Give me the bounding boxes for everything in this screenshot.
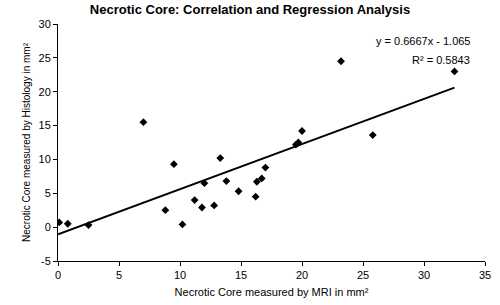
svg-text:20: 20 <box>39 86 51 98</box>
svg-text:35: 35 <box>479 269 491 281</box>
svg-text:Necrotic Core: Correlation and: Necrotic Core: Correlation and Regressio… <box>90 2 410 17</box>
svg-text:Necrotic Core measured by Hist: Necrotic Core measured by Histology in m… <box>21 42 32 242</box>
svg-text:0: 0 <box>45 221 51 233</box>
svg-text:-5: -5 <box>41 255 51 267</box>
svg-text:5: 5 <box>45 187 51 199</box>
svg-text:25: 25 <box>357 269 369 281</box>
svg-text:30: 30 <box>39 18 51 30</box>
svg-text:15: 15 <box>39 119 51 131</box>
svg-text:15: 15 <box>235 269 247 281</box>
svg-text:10: 10 <box>174 269 186 281</box>
svg-text:R² = 0.5843: R² = 0.5843 <box>412 54 470 66</box>
svg-text:y = 0.6667x - 1.065: y = 0.6667x - 1.065 <box>376 35 470 47</box>
svg-text:5: 5 <box>116 269 122 281</box>
svg-text:20: 20 <box>296 269 308 281</box>
svg-text:Necrotic Core measured by MRI: Necrotic Core measured by MRI in mm² <box>175 286 369 298</box>
svg-text:25: 25 <box>39 52 51 64</box>
svg-text:10: 10 <box>39 153 51 165</box>
svg-text:0: 0 <box>55 269 61 281</box>
svg-text:30: 30 <box>418 269 430 281</box>
